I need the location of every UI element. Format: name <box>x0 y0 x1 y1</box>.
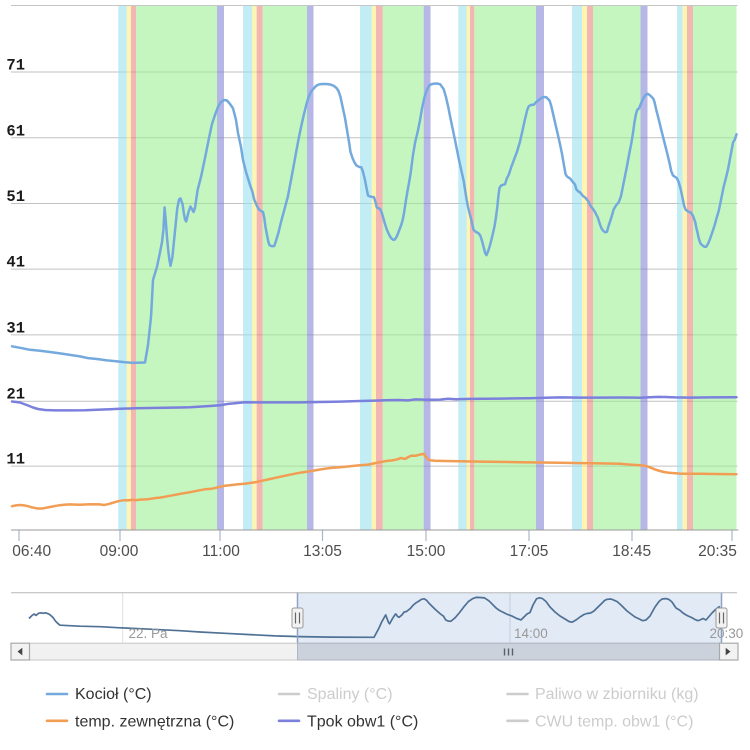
svg-text:20:30: 20:30 <box>710 626 744 641</box>
svg-text:Tpok obw1 (°C): Tpok obw1 (°C) <box>307 713 418 730</box>
svg-text:21: 21 <box>6 386 25 404</box>
svg-text:CWU temp. obw1 (°C): CWU temp. obw1 (°C) <box>535 713 693 730</box>
svg-text:51: 51 <box>6 188 25 206</box>
svg-text:14:00: 14:00 <box>514 626 548 641</box>
svg-text:41: 41 <box>6 254 25 272</box>
svg-text:06:40: 06:40 <box>12 543 51 560</box>
svg-text:Spaliny (°C): Spaliny (°C) <box>307 686 393 703</box>
svg-text:61: 61 <box>6 122 25 140</box>
svg-text:13:05: 13:05 <box>303 543 342 560</box>
svg-text:22. Pa: 22. Pa <box>129 626 169 641</box>
svg-text:15:00: 15:00 <box>407 543 446 560</box>
svg-text:Paliwo w zbiorniku (kg): Paliwo w zbiorniku (kg) <box>535 686 699 703</box>
svg-text:17:05: 17:05 <box>510 543 549 560</box>
svg-text:11: 11 <box>6 451 25 469</box>
svg-text:71: 71 <box>6 57 25 75</box>
svg-text:temp. zewnętrzna (°C): temp. zewnętrzna (°C) <box>75 713 234 730</box>
svg-text:18:45: 18:45 <box>612 543 651 560</box>
svg-text:31: 31 <box>6 319 25 337</box>
svg-text:20:35: 20:35 <box>698 543 737 560</box>
svg-text:Kocioł (°C): Kocioł (°C) <box>75 686 152 703</box>
svg-text:09:00: 09:00 <box>100 543 139 560</box>
svg-text:11:00: 11:00 <box>202 543 240 560</box>
